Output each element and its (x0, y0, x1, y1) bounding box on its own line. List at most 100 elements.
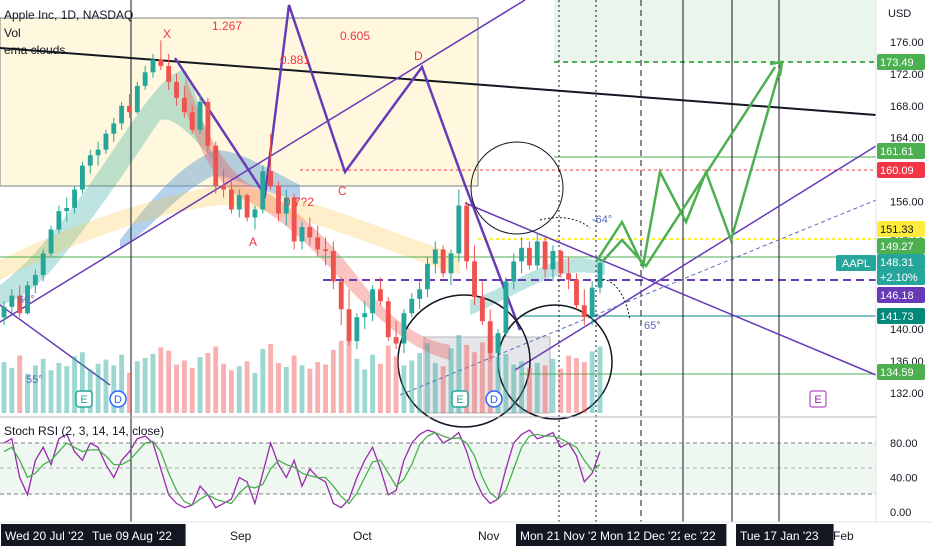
volume-bar (385, 345, 391, 413)
candle-body (260, 171, 266, 210)
volume-label[interactable]: Vol (4, 26, 21, 40)
candle-body (48, 229, 54, 254)
candle-body (276, 185, 281, 214)
candle (432, 241, 438, 274)
volume-bar (432, 362, 438, 413)
candle (283, 189, 289, 226)
candle (25, 281, 30, 315)
candle (550, 245, 556, 282)
candle (362, 301, 368, 330)
event-dividend-2[interactable]: D (485, 390, 503, 408)
volume-bars (1, 335, 603, 413)
volume-bar (291, 355, 297, 413)
candle (142, 65, 148, 90)
candle (338, 277, 344, 326)
symbol-title[interactable]: Apple Inc, 1D, NASDAQ (4, 8, 134, 22)
price-tag-text: 148.31 (880, 257, 914, 269)
candle (534, 233, 540, 270)
candle-body (25, 285, 30, 314)
volume-bar (134, 361, 140, 413)
candle (189, 105, 195, 134)
event-earnings-2[interactable]: E (451, 390, 469, 408)
volume-bar (252, 372, 258, 413)
candle (307, 217, 313, 246)
candle (1, 301, 7, 326)
candle-body (574, 279, 579, 306)
volume-bar (103, 359, 109, 413)
candles (1, 40, 603, 374)
candle-body (127, 105, 132, 113)
price-tag-text: 160.09 (880, 165, 914, 177)
volume-bar (370, 354, 376, 413)
time-axis-label: Wed 20 Jul '22 (1, 524, 99, 546)
candle (323, 237, 328, 266)
candle-body (581, 305, 587, 318)
trend-wedge-top (464, 202, 877, 376)
candle (511, 253, 517, 290)
price-tick-label: 176.00 (890, 37, 924, 49)
candle (72, 185, 78, 214)
ema-cloud-blue (120, 150, 300, 250)
candle-body (393, 337, 399, 344)
svg-text:Tue 17 Jan '23: Tue 17 Jan '23 (740, 529, 819, 543)
label-angle-65: 65° (644, 320, 661, 332)
price-tag: 161.61 (877, 143, 925, 159)
volume-bar (221, 363, 227, 413)
candle (526, 241, 532, 270)
candle-body (550, 251, 556, 270)
volume-bar (377, 363, 383, 413)
volume-bar (581, 362, 587, 413)
volume-bar (166, 350, 172, 413)
price-tick-label: 132.00 (890, 388, 924, 400)
volume-bar (56, 362, 62, 413)
candle (393, 321, 399, 350)
stoch-rsi-label[interactable]: Stoch RSI (2, 3, 14, 14, close) (4, 424, 165, 438)
svg-text:ec '22: ec '22 (684, 529, 716, 543)
price-tag: 160.09 (877, 162, 925, 178)
event-earnings-future[interactable]: E (809, 390, 827, 408)
candle (32, 269, 38, 294)
event-dividend-1[interactable]: D (109, 390, 127, 408)
ema-cloud-green-recent (470, 257, 605, 315)
candle-body (472, 261, 477, 298)
candle-body (511, 261, 517, 282)
candle (174, 73, 179, 106)
candle (487, 309, 493, 362)
volume-bar (32, 365, 38, 413)
event-earnings-1[interactable]: E (75, 390, 93, 408)
price-tick-label: 156.00 (890, 197, 924, 209)
volume-bar (495, 357, 501, 413)
candle (401, 309, 407, 354)
stoch-axis-ticks: 80.00 40.00 0.00 (890, 438, 918, 519)
candle (40, 249, 46, 282)
projection-arrowhead (769, 60, 784, 77)
volume-bar (574, 357, 579, 413)
volume-bar (150, 353, 156, 413)
candle-body (64, 207, 70, 212)
candle (315, 225, 321, 258)
candle (150, 53, 156, 78)
candle (166, 53, 172, 90)
event-earnings-2-label: E (456, 394, 463, 406)
candle (213, 141, 219, 194)
candle-body (487, 321, 493, 354)
volume-bar (338, 340, 344, 413)
stoch-k-line (3, 429, 601, 509)
price-tick-label: 168.00 (890, 101, 924, 113)
indicator-label[interactable]: ema clouds (4, 43, 66, 57)
candle-body (158, 59, 164, 66)
candle-body (79, 165, 85, 190)
candle (64, 197, 70, 222)
symbol-badge[interactable]: AAPL (836, 255, 876, 271)
label-angle-55: 55° (26, 374, 43, 386)
candle (103, 129, 109, 154)
volume-bar (503, 353, 509, 413)
candle-body (9, 295, 15, 307)
volume-bar (158, 347, 164, 413)
candle-body (362, 313, 368, 318)
volume-bar (362, 369, 368, 413)
volume-bar (346, 337, 352, 413)
arc-small-2 (539, 217, 591, 229)
